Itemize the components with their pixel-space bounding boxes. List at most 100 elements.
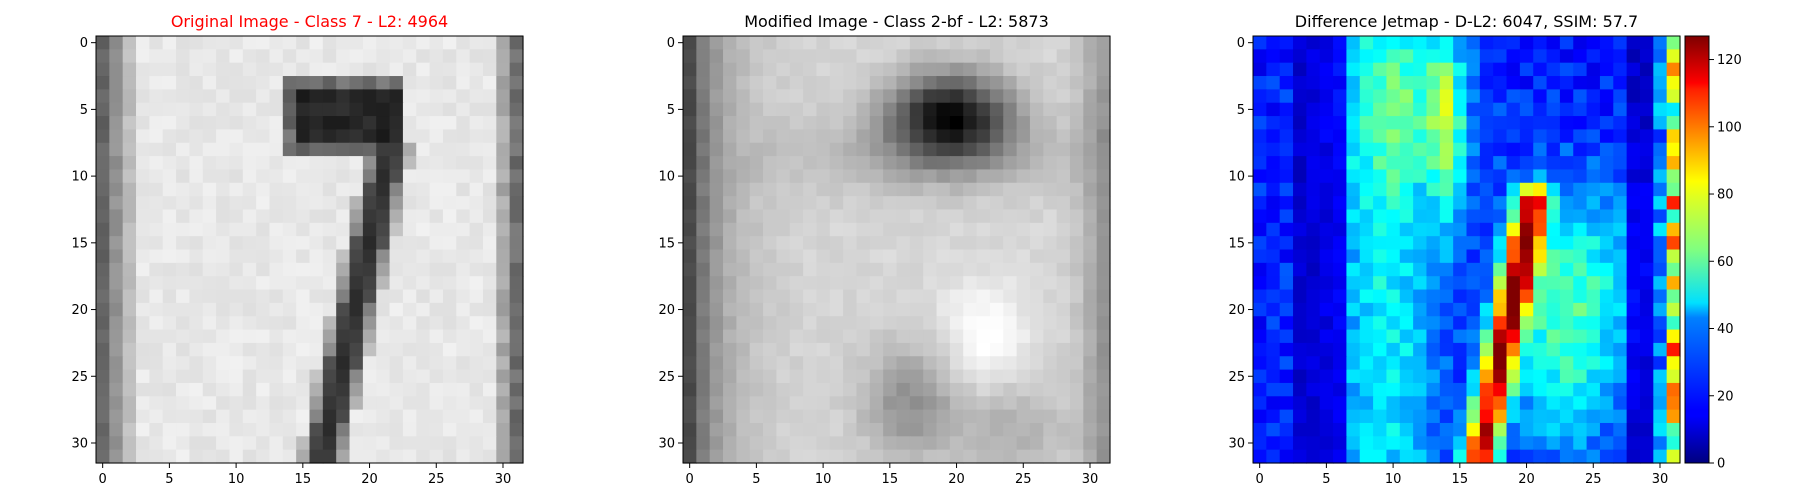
- heatmap-cell: [936, 129, 951, 144]
- heatmap-cell: [1639, 422, 1654, 437]
- heatmap-cell: [122, 156, 137, 171]
- heatmap-cell: [176, 342, 190, 357]
- heatmap-cell: [1586, 36, 1601, 50]
- heatmap-cell: [1003, 316, 1018, 331]
- heatmap-cell: [149, 249, 164, 264]
- heatmap-cell: [869, 409, 884, 424]
- heatmap-cell: [1586, 182, 1601, 197]
- heatmap-cell: [1333, 62, 1347, 77]
- heatmap-cell: [389, 382, 404, 397]
- heatmap-cell: [1666, 356, 1681, 371]
- heatmap-cell: [1519, 49, 1534, 64]
- heatmap-cell: [763, 369, 777, 384]
- heatmap-cell: [1426, 76, 1441, 90]
- modified-image-heatmap: [683, 36, 1111, 464]
- heatmap-cell: [1533, 156, 1548, 171]
- heatmap-cell: [176, 76, 190, 90]
- heatmap-cell: [816, 382, 831, 397]
- heatmap-cell: [749, 76, 764, 90]
- heatmap-cell: [736, 276, 751, 291]
- heatmap-cell: [176, 156, 190, 171]
- heatmap-cell: [1519, 129, 1534, 144]
- heatmap-cell: [736, 302, 751, 317]
- heatmap-cell: [496, 222, 511, 237]
- heatmap-cell: [96, 49, 110, 64]
- heatmap-cell: [1043, 316, 1058, 331]
- heatmap-cell: [1293, 262, 1307, 277]
- heatmap-cell: [389, 342, 404, 357]
- heatmap-cell: [1266, 142, 1281, 157]
- heatmap-cell: [296, 76, 311, 90]
- heatmap-cell: [256, 236, 271, 251]
- heatmap-cell: [482, 36, 497, 50]
- heatmap-cell: [469, 289, 484, 304]
- heatmap-cell: [869, 89, 884, 104]
- heatmap-cell: [963, 409, 978, 424]
- heatmap-cell: [1083, 276, 1098, 291]
- heatmap-cell: [776, 262, 791, 277]
- heatmap-cell: [149, 329, 164, 344]
- heatmap-cell: [1413, 329, 1428, 344]
- heatmap-cell: [869, 49, 884, 64]
- heatmap-cell: [1043, 76, 1058, 90]
- heatmap-cell: [1559, 62, 1574, 77]
- heatmap-cell: [496, 182, 511, 197]
- heatmap-cell: [1069, 129, 1084, 144]
- heatmap-cell: [202, 396, 217, 411]
- heatmap-cell: [829, 342, 844, 357]
- heatmap-cell: [843, 169, 858, 184]
- heatmap-cell: [763, 182, 777, 197]
- heatmap-cell: [376, 356, 391, 371]
- heatmap-cell: [1533, 222, 1548, 237]
- heatmap-cell: [709, 129, 724, 144]
- heatmap-cell: [776, 342, 791, 357]
- heatmap-cell: [963, 236, 978, 251]
- heatmap-cell: [923, 76, 938, 90]
- heatmap-cell: [242, 89, 257, 104]
- heatmap-cell: [1666, 209, 1681, 224]
- heatmap-cell: [1346, 262, 1361, 277]
- heatmap-cell: [976, 76, 991, 90]
- heatmap-cell: [1373, 249, 1388, 264]
- heatmap-cell: [269, 116, 284, 130]
- heatmap-cell: [1426, 62, 1441, 77]
- heatmap-cell: [1426, 289, 1441, 304]
- heatmap-cell: [1466, 236, 1481, 251]
- heatmap-cell: [1293, 409, 1307, 424]
- heatmap-cell: [1399, 436, 1414, 451]
- heatmap-cell: [1029, 116, 1044, 130]
- heatmap-cell: [1056, 449, 1071, 464]
- heatmap-cell: [1279, 436, 1294, 451]
- heatmap-cell: [1083, 316, 1098, 331]
- heatmap-cell: [296, 369, 311, 384]
- heatmap-cell: [362, 276, 377, 291]
- heatmap-cell: [469, 222, 484, 237]
- heatmap-cell: [1479, 196, 1494, 211]
- heatmap-cell: [736, 129, 751, 144]
- heatmap-cell: [1083, 102, 1098, 117]
- heatmap-cell: [1346, 49, 1361, 64]
- heatmap-cell: [936, 409, 951, 424]
- heatmap-cell: [1386, 129, 1401, 144]
- heatmap-cell: [696, 329, 711, 344]
- heatmap-cell: [1626, 369, 1641, 384]
- heatmap-cell: [1253, 116, 1267, 130]
- heatmap-cell: [96, 222, 110, 237]
- heatmap-cell: [1573, 49, 1588, 64]
- heatmap-cell: [96, 342, 110, 357]
- heatmap-cell: [509, 249, 524, 264]
- heatmap-cell: [909, 422, 924, 437]
- heatmap-cell: [402, 302, 417, 317]
- heatmap-cell: [242, 182, 257, 197]
- heatmap-cell: [749, 222, 764, 237]
- heatmap-cell: [1043, 182, 1058, 197]
- heatmap-cell: [683, 76, 697, 90]
- heatmap-cell: [989, 302, 1004, 317]
- heatmap-cell: [482, 302, 497, 317]
- heatmap-cell: [229, 369, 244, 384]
- heatmap-cell: [749, 316, 764, 331]
- heatmap-cell: [1333, 222, 1347, 237]
- heatmap-cell: [696, 262, 711, 277]
- heatmap-cell: [1373, 236, 1388, 251]
- heatmap-cell: [816, 249, 831, 264]
